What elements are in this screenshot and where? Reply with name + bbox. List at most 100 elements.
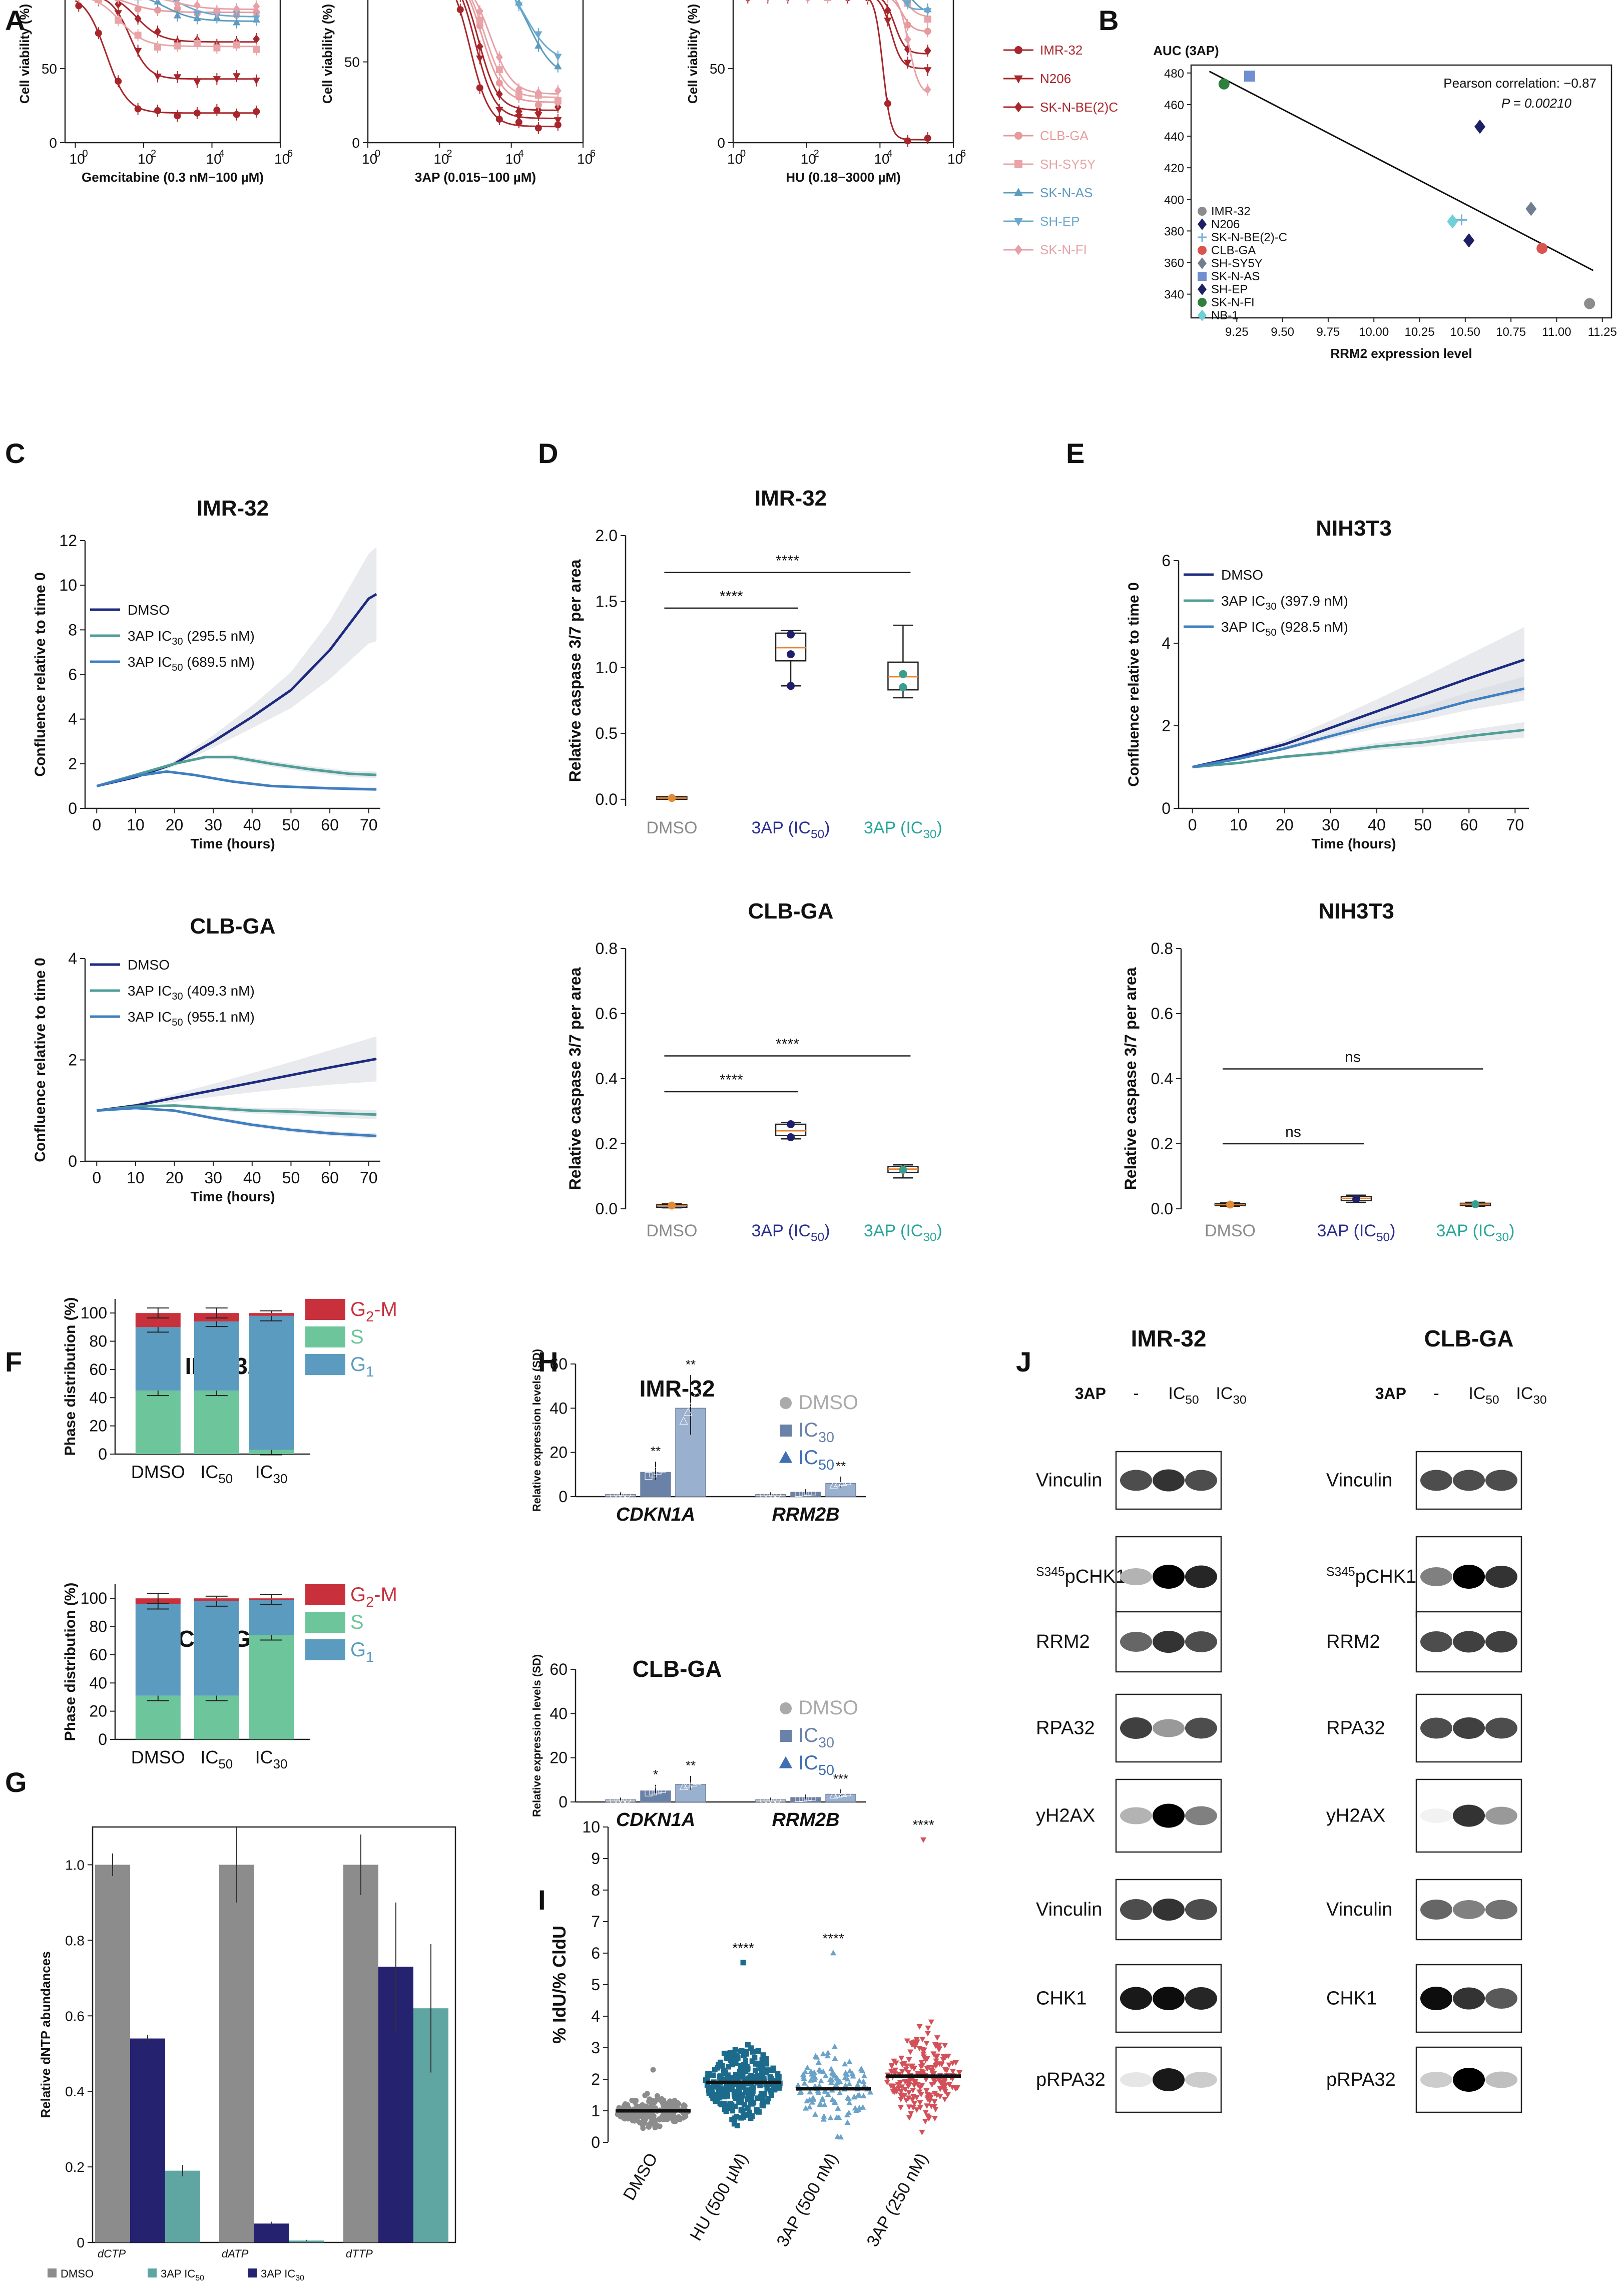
y-tick-label: 0 bbox=[717, 135, 725, 151]
data-point-sknas bbox=[554, 62, 562, 70]
x-tick-label: 20 bbox=[1276, 816, 1294, 834]
legend-item-shsy5y: SH-SY5Y bbox=[1003, 157, 1096, 172]
y-tick-label: 5 bbox=[591, 1976, 600, 1994]
data-point bbox=[750, 2049, 756, 2055]
data-point bbox=[917, 2105, 923, 2111]
y-tick-label: 8 bbox=[591, 1881, 600, 1899]
data-point bbox=[752, 2055, 758, 2061]
data-point bbox=[893, 2060, 899, 2066]
legend-label: G1 bbox=[350, 1639, 374, 1665]
data-point bbox=[918, 2092, 924, 2098]
panel-label-J: J bbox=[1016, 1346, 1031, 1378]
blot-band bbox=[1420, 1717, 1452, 1739]
data-point bbox=[717, 2059, 723, 2065]
data-point bbox=[847, 2068, 853, 2074]
y-tick-label: 380 bbox=[1164, 225, 1184, 238]
legend-label: CLB-GA bbox=[1211, 244, 1256, 257]
data-point bbox=[650, 2098, 656, 2104]
treatment-label: 3AP bbox=[1075, 1385, 1106, 1403]
blot-band bbox=[1153, 1899, 1185, 1921]
category-label: DMSO bbox=[646, 818, 697, 837]
blot-band bbox=[1485, 1717, 1517, 1739]
blot-band bbox=[1485, 1470, 1517, 1491]
data-point bbox=[801, 2075, 807, 2081]
y-axis-label: Phase distribution (%) bbox=[62, 1297, 79, 1456]
legend-marker bbox=[780, 1425, 792, 1437]
x-tick-exp: 0 bbox=[740, 148, 746, 159]
data-point-sknfi bbox=[515, 85, 522, 94]
replicate-point bbox=[760, 1796, 768, 1804]
y-tick-label: 1 bbox=[591, 2102, 600, 2120]
x-axis-label: 3AP (0.015−100 µM) bbox=[415, 170, 536, 185]
y-tick-label: 0 bbox=[98, 1445, 107, 1463]
replicate-point bbox=[649, 1470, 657, 1478]
x-tick-label: 9.50 bbox=[1271, 325, 1294, 339]
x-tick-label: 60 bbox=[1460, 816, 1478, 834]
s-phase-bar bbox=[135, 1391, 181, 1454]
data-point bbox=[856, 2077, 863, 2083]
data-point bbox=[812, 2111, 819, 2117]
data-point bbox=[802, 2069, 809, 2075]
x-tick-label: 0 bbox=[1188, 816, 1197, 834]
x-tick-exp: 6 bbox=[590, 148, 596, 159]
legend-label: SK-N-FI bbox=[1040, 242, 1087, 257]
data-point-sknfi bbox=[904, 35, 911, 44]
data-point bbox=[1447, 214, 1458, 229]
s-phase-bar bbox=[135, 1695, 181, 1739]
data-point bbox=[746, 2109, 752, 2115]
data-point bbox=[844, 2076, 851, 2082]
replicate-point bbox=[645, 1472, 653, 1480]
dose-curve-clbga bbox=[891, 0, 928, 32]
x-tick-label: 10 bbox=[577, 151, 593, 167]
data-point bbox=[1584, 298, 1595, 309]
data-point bbox=[906, 2115, 912, 2121]
data-point bbox=[751, 2077, 757, 2083]
data-point bbox=[811, 2076, 818, 2082]
blot-band bbox=[1120, 1568, 1152, 1585]
data-point bbox=[657, 2123, 663, 2129]
data-point bbox=[719, 2086, 725, 2092]
replicate-point bbox=[654, 1467, 662, 1475]
legend-swatch bbox=[305, 1639, 345, 1660]
data-point bbox=[732, 2103, 738, 2109]
data-point-imr32 bbox=[476, 84, 483, 92]
blot-label: S345pCHK1 bbox=[1326, 1566, 1416, 1587]
chart-B: AUC (3AP) 340 360 380 400 420 440 460 480 9.25 9.5… bbox=[1153, 43, 1617, 361]
data-point bbox=[820, 2116, 827, 2122]
significance-label: **** bbox=[912, 1817, 934, 1832]
data-point-skn bbox=[253, 34, 260, 44]
dose-curve-imr32 bbox=[455, 0, 558, 128]
data-point-skn bbox=[154, 27, 162, 37]
data-point bbox=[917, 2085, 923, 2091]
significance-label: **** bbox=[776, 1036, 799, 1053]
x-tick-label: 50 bbox=[282, 1169, 300, 1187]
data-point bbox=[861, 2082, 868, 2088]
x-tick-label: 10 bbox=[947, 151, 963, 167]
dose-curve-skn bbox=[465, 0, 558, 111]
data-point bbox=[899, 683, 907, 691]
category-label: DMSO bbox=[646, 1221, 697, 1240]
y-tick-label: 40 bbox=[89, 1389, 107, 1407]
y-tick-label: 60 bbox=[550, 1660, 568, 1678]
data-point-shsy5y bbox=[253, 46, 260, 53]
data-point-n206 bbox=[884, 18, 892, 25]
data-point bbox=[754, 2095, 760, 2101]
data-point-shep bbox=[515, 2, 523, 10]
legend-marker bbox=[1014, 218, 1023, 226]
data-point bbox=[918, 2060, 925, 2066]
y-tick-label: 3 bbox=[591, 2039, 600, 2057]
blot-band bbox=[1420, 1567, 1452, 1586]
data-point bbox=[775, 2071, 781, 2077]
y-tick-label: 4 bbox=[68, 710, 77, 728]
legend-label: SH-SY5Y bbox=[1211, 257, 1263, 270]
x-tick-exp: 0 bbox=[375, 148, 380, 159]
data-point-imr32 bbox=[456, 6, 464, 14]
data-point bbox=[741, 2084, 747, 2090]
category-label: DMSO bbox=[620, 2150, 662, 2203]
data-point bbox=[888, 2063, 895, 2069]
replicate-point bbox=[623, 1795, 631, 1803]
category-label: 3AP (IC30) bbox=[864, 818, 942, 841]
replicate-point bbox=[693, 1390, 702, 1398]
gene-label: CDKN1A bbox=[616, 1504, 695, 1525]
bar-3ap-ic50 bbox=[289, 2240, 324, 2242]
